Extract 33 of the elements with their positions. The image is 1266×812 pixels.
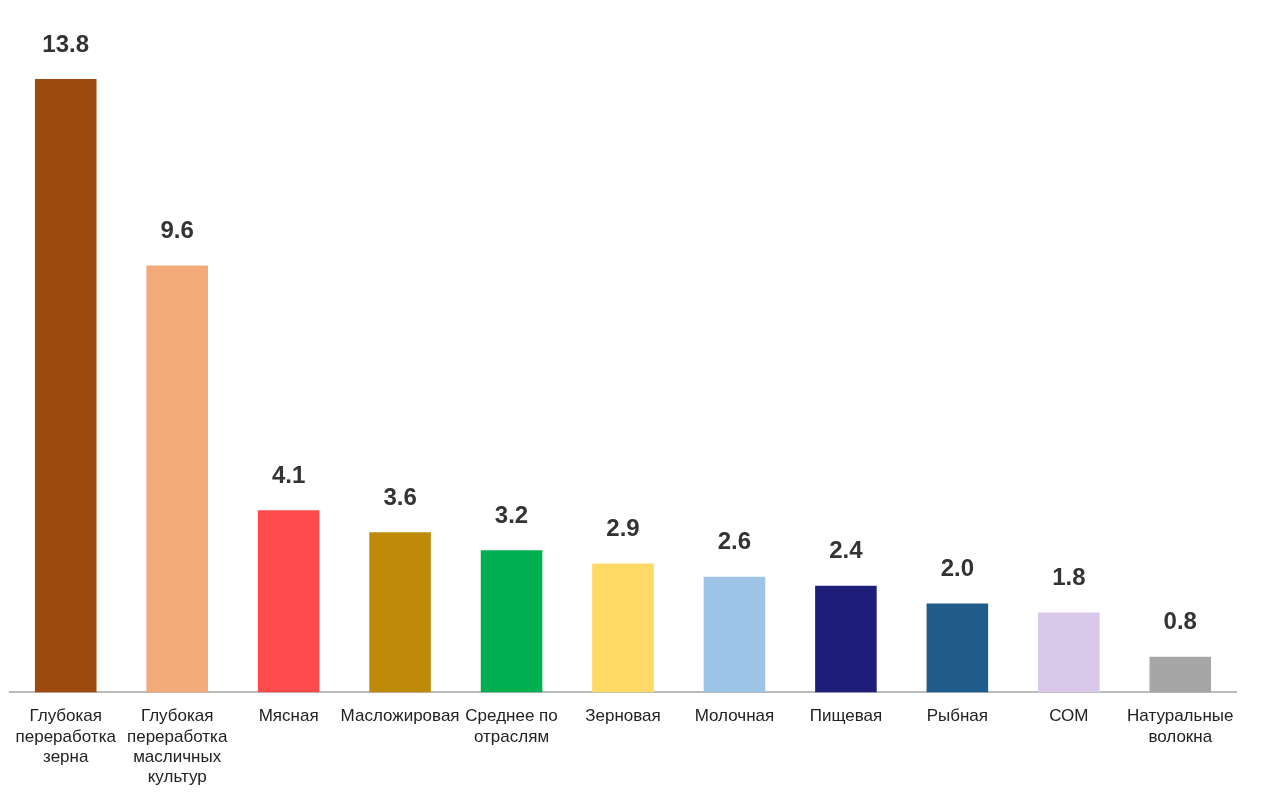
data-label: 1.8 [1052,563,1086,590]
bar [1038,612,1100,693]
x-tick-label: Масложировая [340,706,460,726]
data-label: 4.1 [271,460,306,488]
bar [1149,656,1212,693]
x-tick-label: Зерновая [585,706,661,726]
bar [480,550,543,693]
data-label: 0.8 [1163,607,1197,635]
bar [926,603,989,693]
x-tick-label: Среднее по отраслям [465,706,558,746]
data-label: 2.9 [606,514,640,542]
x-tick-label: Пищевая [809,706,883,726]
bar [146,265,208,693]
bar [34,78,97,693]
bar [592,563,654,693]
data-label: 2.6 [717,527,752,555]
x-tick-label: Глубокая переработка масличных культур [127,706,228,787]
data-label: 9.6 [160,216,194,244]
x-tick-label: Рыбная [926,706,989,726]
data-label: 3.6 [383,482,417,510]
x-tick-label: Натуральные волокна [1127,706,1234,746]
data-label: 2.4 [829,536,864,564]
x-tick-label: СОМ [1049,706,1089,726]
bar [815,585,877,693]
data-label: 3.2 [494,500,529,528]
data-label: 13.8 [42,29,90,57]
bar [257,510,320,693]
x-tick-label: Мясная [258,706,319,726]
bar [369,532,431,693]
data-label: 2.0 [940,554,975,582]
bar [703,576,766,693]
x-tick-label: Молочная [694,706,775,726]
x-tick-label: Глубокая переработка зерна [15,706,117,767]
